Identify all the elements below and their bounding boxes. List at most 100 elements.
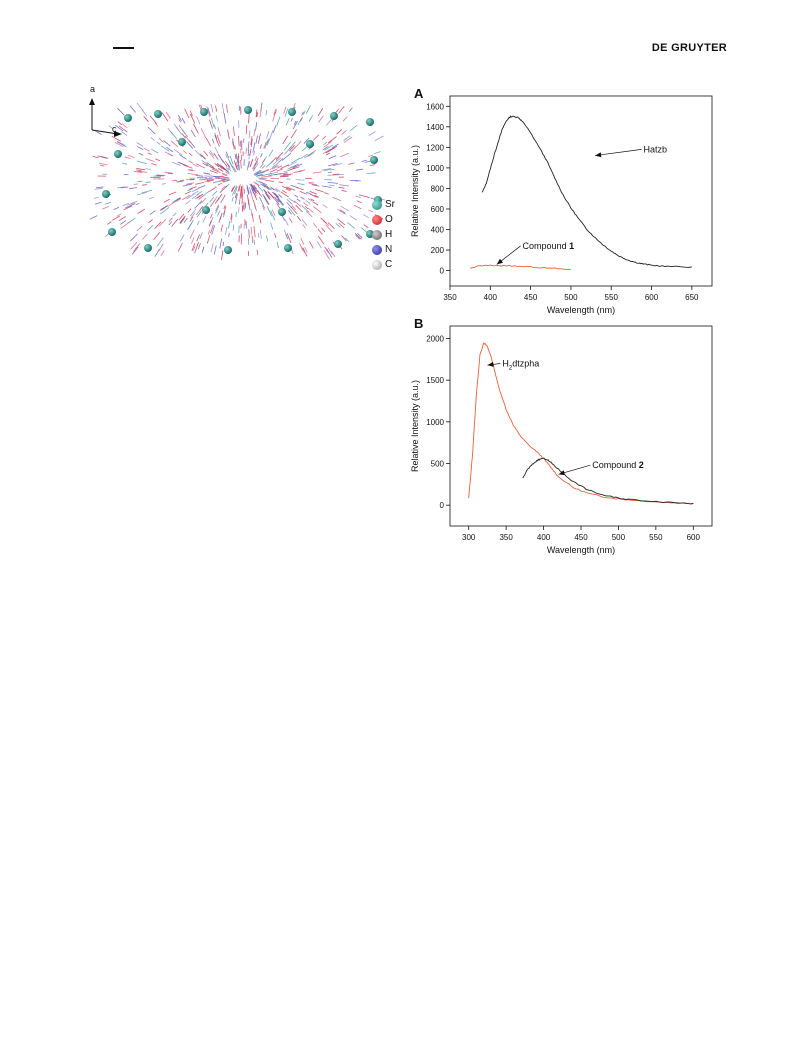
bond (323, 141, 328, 146)
bond (353, 204, 362, 210)
bond (253, 151, 255, 156)
bond (288, 217, 293, 223)
bond (281, 155, 288, 161)
x-axis-label: Wavelength (nm) (547, 305, 615, 315)
bond (201, 159, 209, 166)
bond (285, 233, 289, 240)
bond (234, 193, 237, 199)
bond (196, 220, 200, 226)
bond (268, 149, 274, 157)
bond (290, 117, 293, 122)
legend-item-n: N (372, 242, 395, 257)
bond (290, 157, 301, 164)
bond (163, 198, 170, 203)
bond (275, 196, 282, 203)
bond (338, 105, 345, 114)
bond (341, 189, 347, 192)
bond (193, 123, 199, 134)
bond (363, 224, 369, 229)
bond (289, 145, 295, 152)
bond (117, 141, 127, 148)
bond (220, 194, 226, 204)
bond (200, 128, 207, 139)
bond (313, 206, 322, 214)
bond (181, 194, 191, 201)
bond (272, 157, 282, 165)
bond (292, 163, 303, 169)
bond (164, 171, 173, 174)
bond (273, 109, 276, 116)
bond (117, 140, 125, 146)
bond (235, 153, 238, 162)
bond (196, 190, 203, 195)
bond (247, 160, 250, 168)
bond (158, 219, 167, 227)
bond (135, 202, 140, 206)
bond (299, 153, 308, 160)
bond (207, 107, 211, 117)
bond (259, 108, 262, 118)
bond (355, 234, 361, 240)
y-tick-label: 1400 (426, 123, 444, 132)
bond (272, 111, 276, 122)
bond (240, 159, 242, 169)
bond (181, 133, 186, 139)
bond (213, 245, 217, 255)
bond (210, 213, 213, 219)
bond (236, 156, 240, 167)
bond (271, 209, 276, 216)
bond (123, 205, 133, 211)
bond (194, 200, 203, 209)
bond (256, 173, 263, 177)
bond (286, 186, 296, 191)
bond (216, 163, 225, 171)
bond (208, 186, 217, 193)
bond (153, 231, 161, 240)
bond (209, 175, 221, 178)
bond (147, 224, 154, 231)
bond (301, 219, 308, 226)
bond (332, 196, 342, 202)
bond (117, 121, 123, 126)
bond (322, 145, 329, 151)
annotation-text: Compound (592, 460, 639, 470)
bond (203, 150, 209, 157)
bond (361, 159, 368, 162)
bond (166, 146, 174, 153)
bond (217, 153, 224, 163)
bond (227, 163, 231, 168)
sr-atom (124, 114, 132, 122)
bond (107, 221, 112, 225)
bond (195, 175, 204, 177)
legend-label: O (385, 214, 393, 225)
bond (190, 129, 196, 138)
x-tick-label: 450 (574, 533, 588, 542)
bond (225, 171, 230, 175)
bond (296, 141, 302, 147)
bond (122, 202, 129, 207)
legend-item-sr: Sr (372, 197, 395, 212)
bond (236, 161, 238, 167)
annotation-text: dtzpha (512, 359, 539, 369)
bond (226, 104, 228, 113)
bond (299, 243, 304, 251)
bond (211, 168, 221, 174)
bond (196, 241, 199, 247)
bond (221, 178, 230, 181)
bond (283, 229, 287, 234)
annotation-label: Compound 1 (523, 241, 575, 251)
bond (187, 219, 194, 230)
bond (187, 188, 193, 192)
bond (312, 222, 318, 228)
bond (324, 246, 329, 254)
sr-atom (144, 244, 152, 252)
bond (256, 112, 258, 118)
bond (154, 122, 159, 127)
bond (209, 196, 215, 203)
bond (317, 235, 325, 245)
bond (145, 168, 151, 170)
bond (323, 140, 333, 148)
bond (204, 172, 211, 175)
bond (141, 109, 148, 117)
bond (285, 188, 291, 192)
